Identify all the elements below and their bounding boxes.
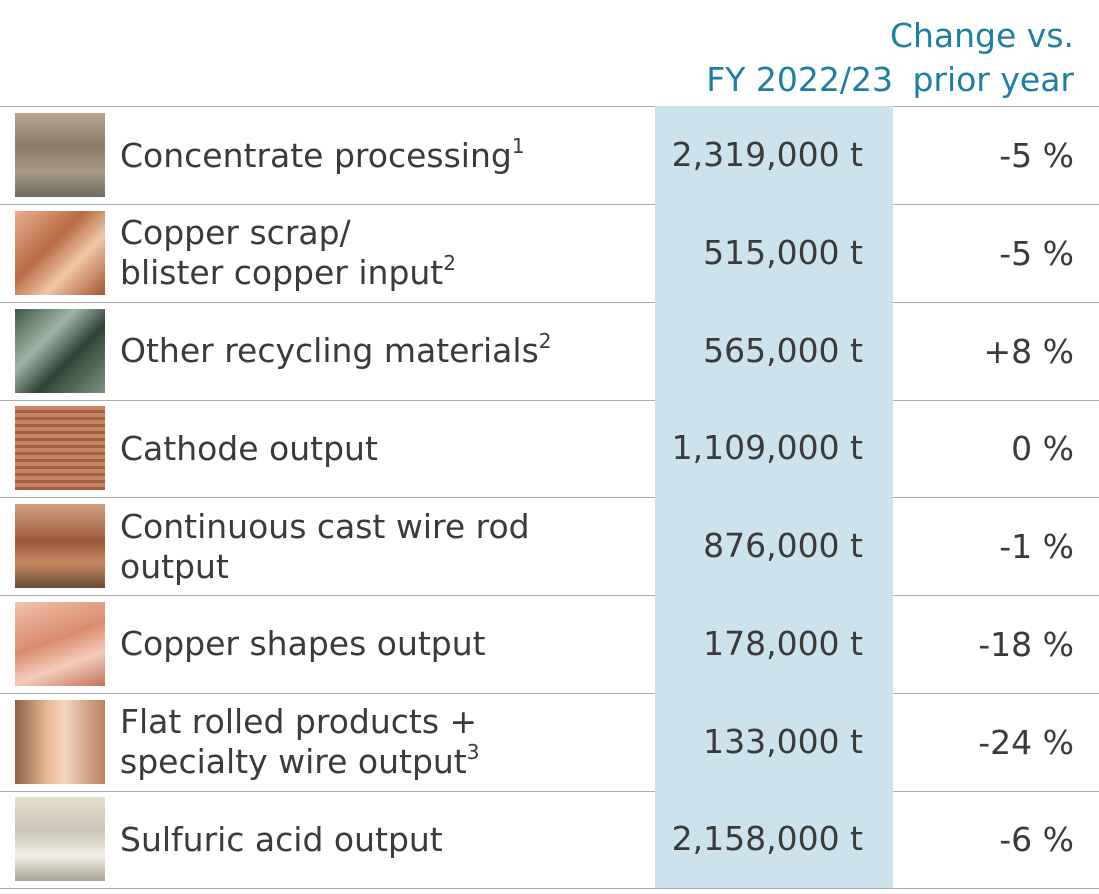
label-line: specialty wire output3 [120, 742, 479, 782]
footnote-ref: 1 [511, 133, 525, 158]
row-value: 565,000 t [655, 301, 893, 400]
row-value: 1,109,000 t [655, 399, 893, 498]
row-value: 178,000 t [655, 594, 893, 693]
table-row: Copper scrap/blister copper input2 515,00… [0, 203, 1099, 303]
row-photo [15, 601, 105, 686]
label-line: blister copper input2 [120, 253, 456, 293]
header-value: FY 2022/23 [706, 60, 893, 99]
label-text: Flat rolled products + [120, 702, 478, 741]
label-line: Sulfuric acid output [120, 820, 443, 860]
row-change: -6 % [999, 820, 1074, 860]
row-change: -1 % [999, 527, 1074, 566]
label-line: Cathode output [120, 429, 378, 469]
header-rule [0, 106, 1099, 107]
table-row: Other recycling materials2 565,000 t +8 % [0, 301, 1099, 401]
label-text: blister copper input [120, 253, 444, 293]
row-label: Other recycling materials2 [120, 303, 552, 400]
label-line: Copper scrap/ [120, 213, 456, 253]
row-value: 515,000 t [655, 203, 893, 302]
row-label: Copper scrap/blister copper input2 [120, 205, 456, 302]
table-row: Cathode output 1,109,000 t 0 % [0, 399, 1099, 499]
row-value: 133,000 t [655, 692, 893, 791]
row-photo [15, 797, 105, 882]
header-change: prior year [912, 60, 1074, 99]
row-change: +8 % [983, 331, 1075, 371]
row-photo [15, 210, 105, 295]
label-line: Other recycling materials2 [120, 331, 552, 371]
row-label: Continuous cast wire rod output [120, 498, 530, 595]
label-text: Cathode output [120, 428, 378, 468]
footnote-ref: 2 [538, 329, 552, 353]
row-value: 2,319,000 t [655, 106, 893, 204]
label-text: output [120, 546, 229, 586]
row-photo [15, 406, 105, 491]
row-label: Copper shapes output [120, 596, 486, 693]
row-value: 2,158,000 t [655, 790, 893, 889]
row-photo [15, 504, 105, 588]
row-change: -5 % [999, 136, 1074, 175]
label-text: Sulfuric acid output [120, 819, 443, 859]
label-line: Continuous cast wire rod [120, 507, 530, 547]
label-text: Other recycling materials [120, 331, 539, 370]
row-photo [15, 113, 105, 197]
footnote-ref: 2 [443, 251, 456, 276]
label-text: Continuous cast wire rod [120, 506, 530, 546]
row-label: Sulfuric acid output [120, 791, 443, 888]
row-label: Cathode output [120, 400, 378, 497]
row-label: Flat rolled products + specialty wire out… [120, 694, 479, 791]
row-change: -24 % [978, 722, 1074, 762]
label-text: Copper shapes output [120, 624, 486, 664]
row-photo [15, 699, 105, 784]
table-row: Flat rolled products + specialty wire out… [0, 692, 1099, 792]
row-label: Concentrate processing1 [120, 107, 525, 204]
table-row: Sulfuric acid output 2,158,000 t -6 % [0, 790, 1099, 890]
table-row: Copper shapes output 178,000 t -18 % [0, 594, 1099, 694]
label-text: Concentrate processing [120, 135, 512, 175]
label-line: Flat rolled products + [120, 702, 479, 742]
row-photo [15, 308, 105, 393]
row-change: 0 % [1011, 429, 1074, 469]
label-text: specialty wire output [120, 742, 467, 781]
label-line: Concentrate processing1 [120, 136, 525, 176]
row-change: -18 % [978, 624, 1074, 664]
header-change: Change vs. [889, 16, 1074, 55]
row-change: -5 % [999, 233, 1074, 273]
table-row: Continuous cast wire rod output 876,000 t -… [0, 497, 1099, 596]
label-line: output [120, 547, 530, 587]
table-row: Concentrate processing1 2,319,000 t -5 % [0, 106, 1099, 205]
label-text: Copper scrap/ [120, 213, 351, 253]
footnote-ref: 3 [466, 740, 480, 764]
row-value: 876,000 t [655, 497, 893, 595]
label-line: Copper shapes output [120, 624, 486, 664]
